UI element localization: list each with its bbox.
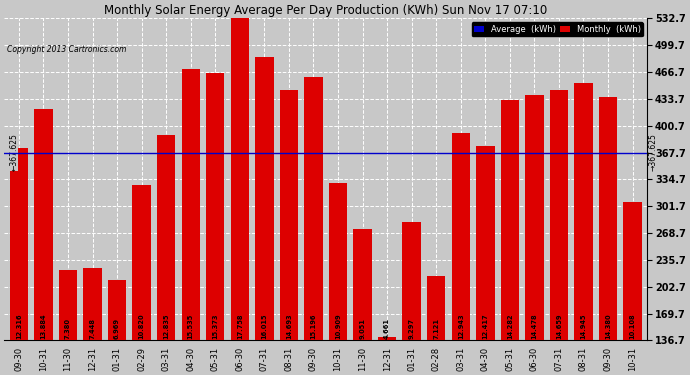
- Text: 15.373: 15.373: [213, 314, 218, 339]
- Text: 12.835: 12.835: [163, 314, 169, 339]
- Text: 15.196: 15.196: [310, 314, 317, 339]
- Bar: [525, 95, 544, 340]
- Title: Monthly Solar Energy Average Per Day Production (KWh) Sun Nov 17 07:10: Monthly Solar Energy Average Per Day Pro…: [104, 4, 547, 17]
- Bar: [623, 202, 642, 340]
- Bar: [476, 146, 495, 340]
- Text: 14.693: 14.693: [286, 314, 292, 339]
- Bar: [329, 183, 347, 340]
- Text: 4.661: 4.661: [384, 318, 390, 339]
- Text: 14.478: 14.478: [531, 314, 538, 339]
- Bar: [108, 280, 126, 340]
- Text: 17.758: 17.758: [237, 314, 243, 339]
- Bar: [132, 185, 151, 340]
- Text: 15.535: 15.535: [188, 314, 194, 339]
- Bar: [574, 83, 593, 340]
- Bar: [402, 222, 421, 340]
- Bar: [255, 57, 273, 340]
- Bar: [83, 268, 101, 340]
- Text: 7.121: 7.121: [433, 318, 440, 339]
- Bar: [501, 100, 519, 340]
- Bar: [206, 73, 224, 340]
- Bar: [304, 77, 323, 340]
- Text: 12.943: 12.943: [457, 314, 464, 339]
- Bar: [10, 148, 28, 340]
- Text: 13.884: 13.884: [41, 314, 46, 339]
- Text: 7.448: 7.448: [90, 318, 95, 339]
- Bar: [599, 97, 618, 340]
- Text: Copyright 2013 Cartronics.com: Copyright 2013 Cartronics.com: [7, 45, 126, 54]
- Bar: [550, 90, 568, 340]
- Bar: [230, 14, 249, 340]
- Bar: [378, 337, 396, 340]
- Text: 14.659: 14.659: [556, 314, 562, 339]
- Text: 10.108: 10.108: [629, 314, 635, 339]
- Text: ←367.625: ←367.625: [10, 134, 19, 171]
- Legend: Average  (kWh), Monthly  (kWh): Average (kWh), Monthly (kWh): [472, 22, 643, 36]
- Bar: [181, 69, 200, 341]
- Bar: [34, 110, 52, 340]
- Bar: [427, 276, 446, 340]
- Text: 6.969: 6.969: [114, 318, 120, 339]
- Text: 10.820: 10.820: [139, 314, 145, 339]
- Bar: [353, 228, 372, 340]
- Bar: [279, 90, 298, 340]
- Bar: [451, 133, 470, 340]
- Text: 16.015: 16.015: [262, 314, 267, 339]
- Text: 7.380: 7.380: [65, 318, 71, 339]
- Text: 9.297: 9.297: [408, 318, 415, 339]
- Text: 14.380: 14.380: [605, 314, 611, 339]
- Text: 10.909: 10.909: [335, 314, 341, 339]
- Text: →367.625: →367.625: [649, 134, 658, 171]
- Text: 14.945: 14.945: [580, 314, 586, 339]
- Bar: [157, 135, 175, 340]
- Text: 12.316: 12.316: [16, 314, 22, 339]
- Text: 14.282: 14.282: [507, 314, 513, 339]
- Text: 9.051: 9.051: [359, 318, 366, 339]
- Text: 12.417: 12.417: [482, 314, 489, 339]
- Bar: [59, 270, 77, 340]
